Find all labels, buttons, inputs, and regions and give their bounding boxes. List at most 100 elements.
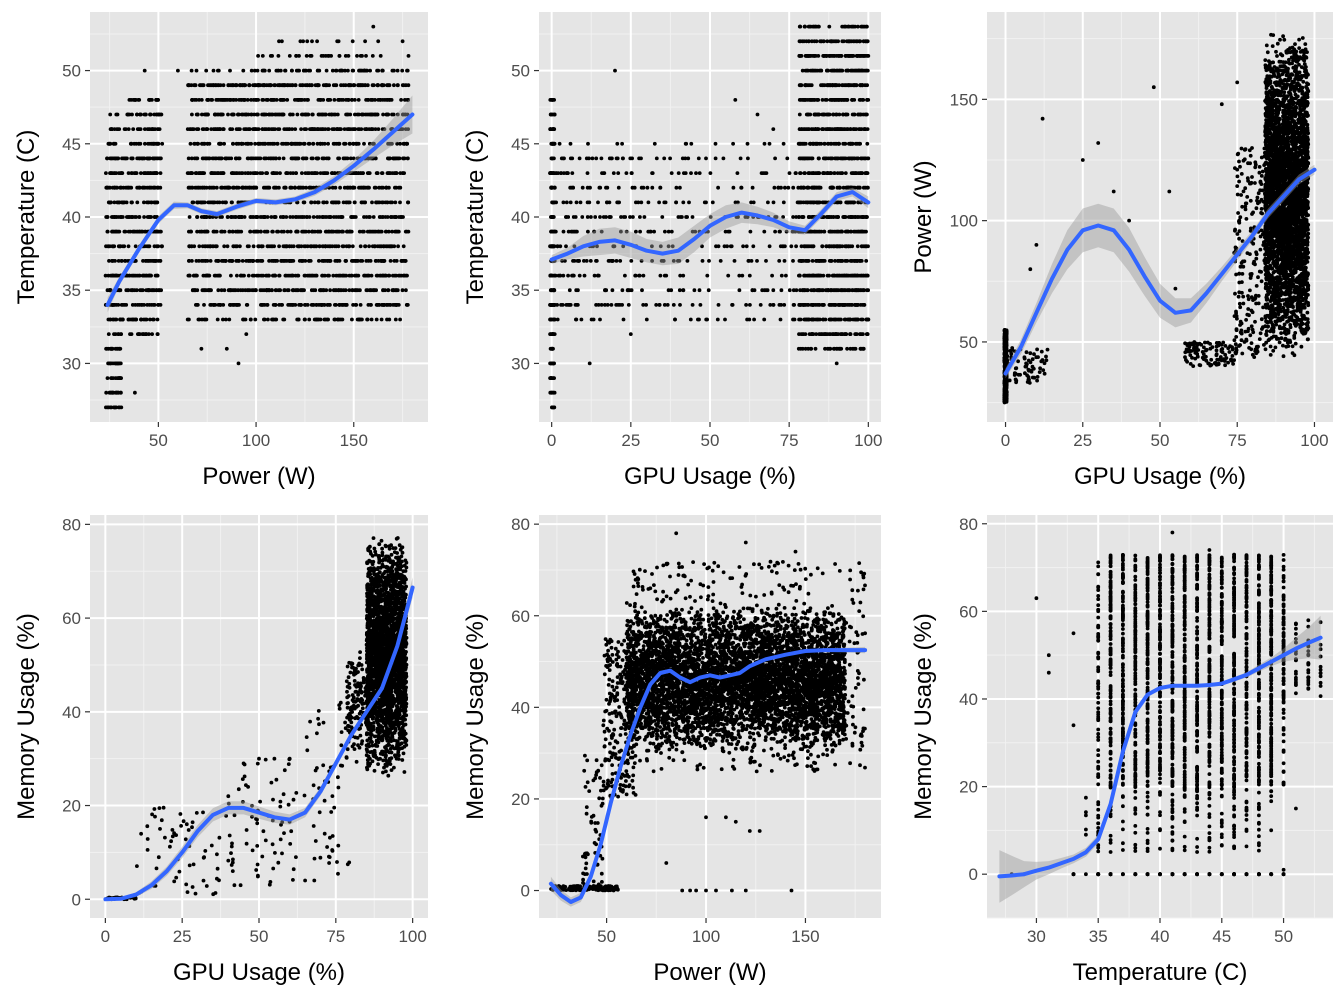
scatter-point (791, 185, 796, 190)
scatter-point (113, 346, 118, 351)
scatter-point (346, 200, 351, 205)
scatter-point (318, 141, 323, 146)
scatter-point (732, 259, 737, 263)
scatter-point (268, 83, 272, 88)
scatter-point (298, 39, 303, 44)
scatter-point (837, 83, 841, 88)
scatter-point (641, 303, 646, 307)
scatter-point (554, 171, 559, 176)
scatter-point (616, 303, 620, 307)
scatter-point (825, 346, 830, 351)
scatter-point (131, 127, 136, 131)
scatter-point (216, 171, 221, 176)
scatter-point (254, 229, 258, 234)
scatter-point (255, 112, 260, 117)
scatter-point (352, 200, 357, 205)
scatter-point (109, 405, 114, 410)
scatter-point (585, 200, 590, 205)
scatter-point (400, 171, 405, 176)
scatter-point (282, 98, 286, 102)
scatter-point (264, 185, 269, 190)
scatter-point (685, 259, 690, 263)
scatter-point (190, 288, 195, 293)
scatter-point (604, 288, 609, 293)
scatter-point (374, 288, 378, 293)
scatter-point (296, 215, 301, 219)
scatter-point (308, 259, 313, 263)
scatter-point (314, 244, 319, 249)
scatter-point (377, 244, 382, 249)
scatter-point (761, 171, 766, 176)
scatter-point (284, 273, 288, 278)
y-tick-label: 45 (62, 135, 81, 154)
scatter-point (827, 332, 832, 336)
scatter-point (390, 68, 395, 73)
scatter-point (223, 259, 228, 263)
scatter-point (778, 317, 783, 322)
scatter-point (354, 259, 358, 263)
scatter-point (286, 141, 290, 146)
scatter-point (285, 171, 290, 176)
scatter-point (350, 215, 354, 219)
scatter-point (313, 171, 317, 176)
x-tick-label: 150 (340, 431, 368, 450)
scatter-point (247, 127, 252, 131)
scatter-point (343, 259, 348, 263)
scatter-point (282, 317, 287, 322)
scatter-point (810, 244, 815, 249)
scatter-point (290, 112, 295, 117)
scatter-point (555, 244, 560, 249)
scatter-point (831, 215, 836, 219)
scatter-point (559, 171, 563, 176)
scatter-point (821, 200, 826, 205)
scatter-point (350, 244, 355, 249)
scatter-point (198, 83, 202, 88)
scatter-point (135, 112, 139, 117)
scatter-point (347, 273, 352, 278)
scatter-point (318, 288, 322, 293)
scatter-point (365, 83, 370, 88)
scatter-point (192, 244, 197, 249)
scatter-point (330, 185, 335, 190)
scatter-point (126, 288, 131, 293)
scatter-point (689, 171, 693, 176)
scatter-point (336, 273, 341, 278)
scatter-point (401, 215, 405, 219)
scatter-point (251, 98, 256, 102)
scatter-point (283, 244, 287, 249)
scatter-point (797, 54, 802, 58)
scatter-point (209, 200, 214, 205)
scatter-point (321, 98, 326, 102)
scatter-point (379, 185, 384, 190)
scatter-point (240, 259, 245, 263)
scatter-point (142, 215, 147, 219)
scatter-point (356, 98, 361, 102)
scatter-point (796, 346, 801, 351)
scatter-point (276, 229, 281, 234)
scatter-point (220, 200, 225, 205)
scatter-point (131, 229, 135, 234)
scatter-point (620, 288, 625, 293)
scatter-point (310, 112, 315, 117)
scatter-point (405, 156, 410, 161)
scatter-point (291, 288, 296, 293)
scatter-point (376, 39, 381, 44)
scatter-point (836, 156, 841, 161)
scatter-point (362, 273, 367, 278)
scatter-point (227, 317, 232, 322)
scatter-point (399, 98, 403, 102)
scatter-point (376, 229, 381, 234)
scatter-point (822, 303, 826, 307)
scatter-point (148, 317, 152, 322)
scatter-point (311, 141, 315, 146)
scatter-point (241, 68, 246, 73)
scatter-point (219, 259, 224, 263)
scatter-point (293, 185, 297, 190)
scatter-point (592, 273, 597, 278)
scatter-point (142, 303, 146, 307)
scatter-point (864, 171, 868, 176)
scatter-point (637, 273, 641, 278)
scatter-point (322, 317, 327, 322)
scatter-point (147, 185, 152, 190)
